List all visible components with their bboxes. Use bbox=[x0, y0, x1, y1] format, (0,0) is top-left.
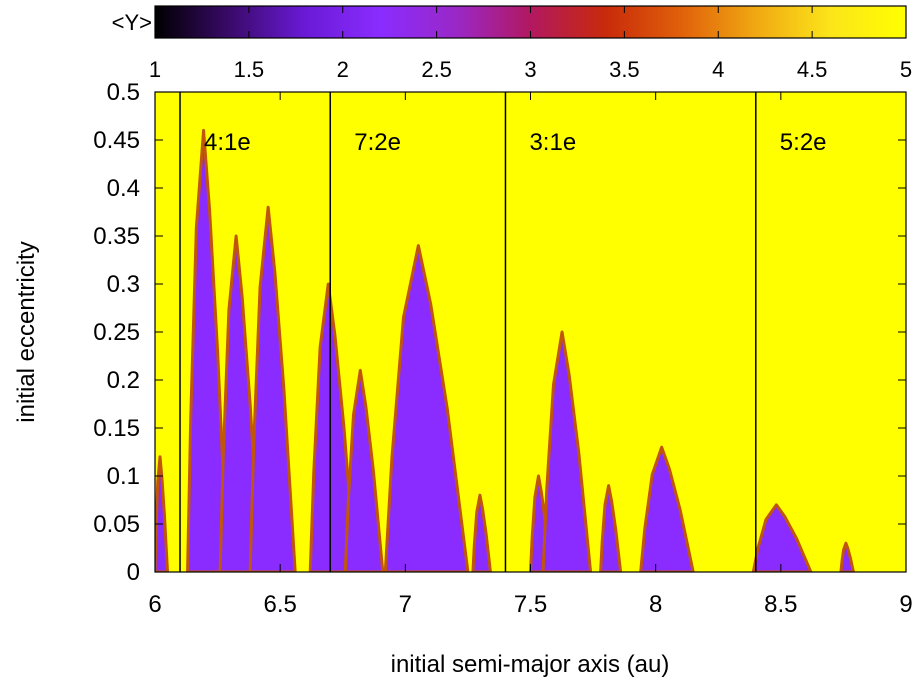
y-tick-label: 0.05 bbox=[93, 511, 140, 538]
y-tick-label: 0.3 bbox=[107, 271, 140, 298]
resonance-label: 7:2e bbox=[354, 129, 401, 156]
y-tick-label: 0.45 bbox=[93, 127, 140, 154]
chaotic-region bbox=[383, 244, 470, 572]
x-tick-labels: 6 6.5 7 7.5 8 8.5 9 bbox=[148, 591, 912, 618]
chaotic-region bbox=[599, 484, 623, 572]
resonance-label: 4:1e bbox=[204, 129, 251, 156]
plot-frame bbox=[154, 91, 907, 573]
chaotic-region bbox=[751, 503, 813, 572]
x-tick-label: 8 bbox=[649, 591, 662, 618]
x-tick-label: 7 bbox=[399, 591, 412, 618]
x-tick-label: 6 bbox=[148, 591, 161, 618]
chaotic-region bbox=[471, 493, 492, 572]
resonance-label: 5:2e bbox=[780, 129, 827, 156]
x-tick-label: 6.5 bbox=[263, 591, 296, 618]
chaotic-region bbox=[839, 541, 855, 572]
y-tick-label: 0.4 bbox=[107, 175, 140, 202]
y-tick-label: 0.15 bbox=[93, 415, 140, 442]
colorbar-tick-label: 2 bbox=[337, 57, 349, 82]
colorbar-tick-label: 1 bbox=[149, 57, 161, 82]
chaotic-regions bbox=[155, 128, 855, 572]
chaotic-region bbox=[541, 330, 593, 572]
chaotic-region bbox=[155, 455, 170, 572]
y-tick-label: 0.1 bbox=[107, 463, 140, 490]
colorbar-tick-label: 4 bbox=[712, 57, 724, 82]
plot-area: 4:1e 7:2e 3:1e 5:2e bbox=[154, 91, 907, 573]
colorbar-tick-label: 5 bbox=[900, 57, 912, 82]
x-tick-label: 9 bbox=[899, 591, 912, 618]
resonance-lines: 4:1e 7:2e 3:1e 5:2e bbox=[179, 92, 827, 572]
y-tick-label: 0.2 bbox=[107, 367, 140, 394]
colorbar-tick-label: 2.5 bbox=[421, 57, 452, 82]
y-tick-label: 0 bbox=[127, 559, 140, 586]
x-tick-label: 7.5 bbox=[514, 591, 547, 618]
colorbar-ticks: 1 1.5 2 2.5 3 3.5 4 4.5 5 bbox=[149, 6, 912, 82]
chaotic-region bbox=[639, 445, 695, 572]
resonance-label: 3:1e bbox=[529, 129, 576, 156]
colorbar: <Y> 1 1.5 2 2.5 3 3.5 4 4.5 5 bbox=[112, 5, 912, 82]
y-tick-label: 0.35 bbox=[93, 223, 140, 250]
chaotic-region bbox=[248, 205, 297, 572]
chaotic-region bbox=[343, 368, 385, 572]
y-axis-label: initial eccentricity bbox=[13, 241, 40, 422]
y-tick-label: 0.25 bbox=[93, 319, 140, 346]
colorbar-tick-label: 1.5 bbox=[234, 57, 265, 82]
x-axis-label: initial semi-major axis (au) bbox=[391, 651, 670, 678]
y-tick-label: 0.5 bbox=[107, 79, 140, 106]
colorbar-frame bbox=[154, 5, 907, 39]
x-tick-label: 8.5 bbox=[764, 591, 797, 618]
y-tick-labels: 0 0.05 0.1 0.15 0.2 0.25 0.3 0.35 0.4 0.45 0.5 bbox=[93, 79, 140, 586]
colorbar-tick-label: 3.5 bbox=[609, 57, 640, 82]
colorbar-tick-label: 4.5 bbox=[797, 57, 828, 82]
colorbar-label: <Y> bbox=[112, 10, 152, 35]
colorbar-tick-label: 3 bbox=[524, 57, 536, 82]
